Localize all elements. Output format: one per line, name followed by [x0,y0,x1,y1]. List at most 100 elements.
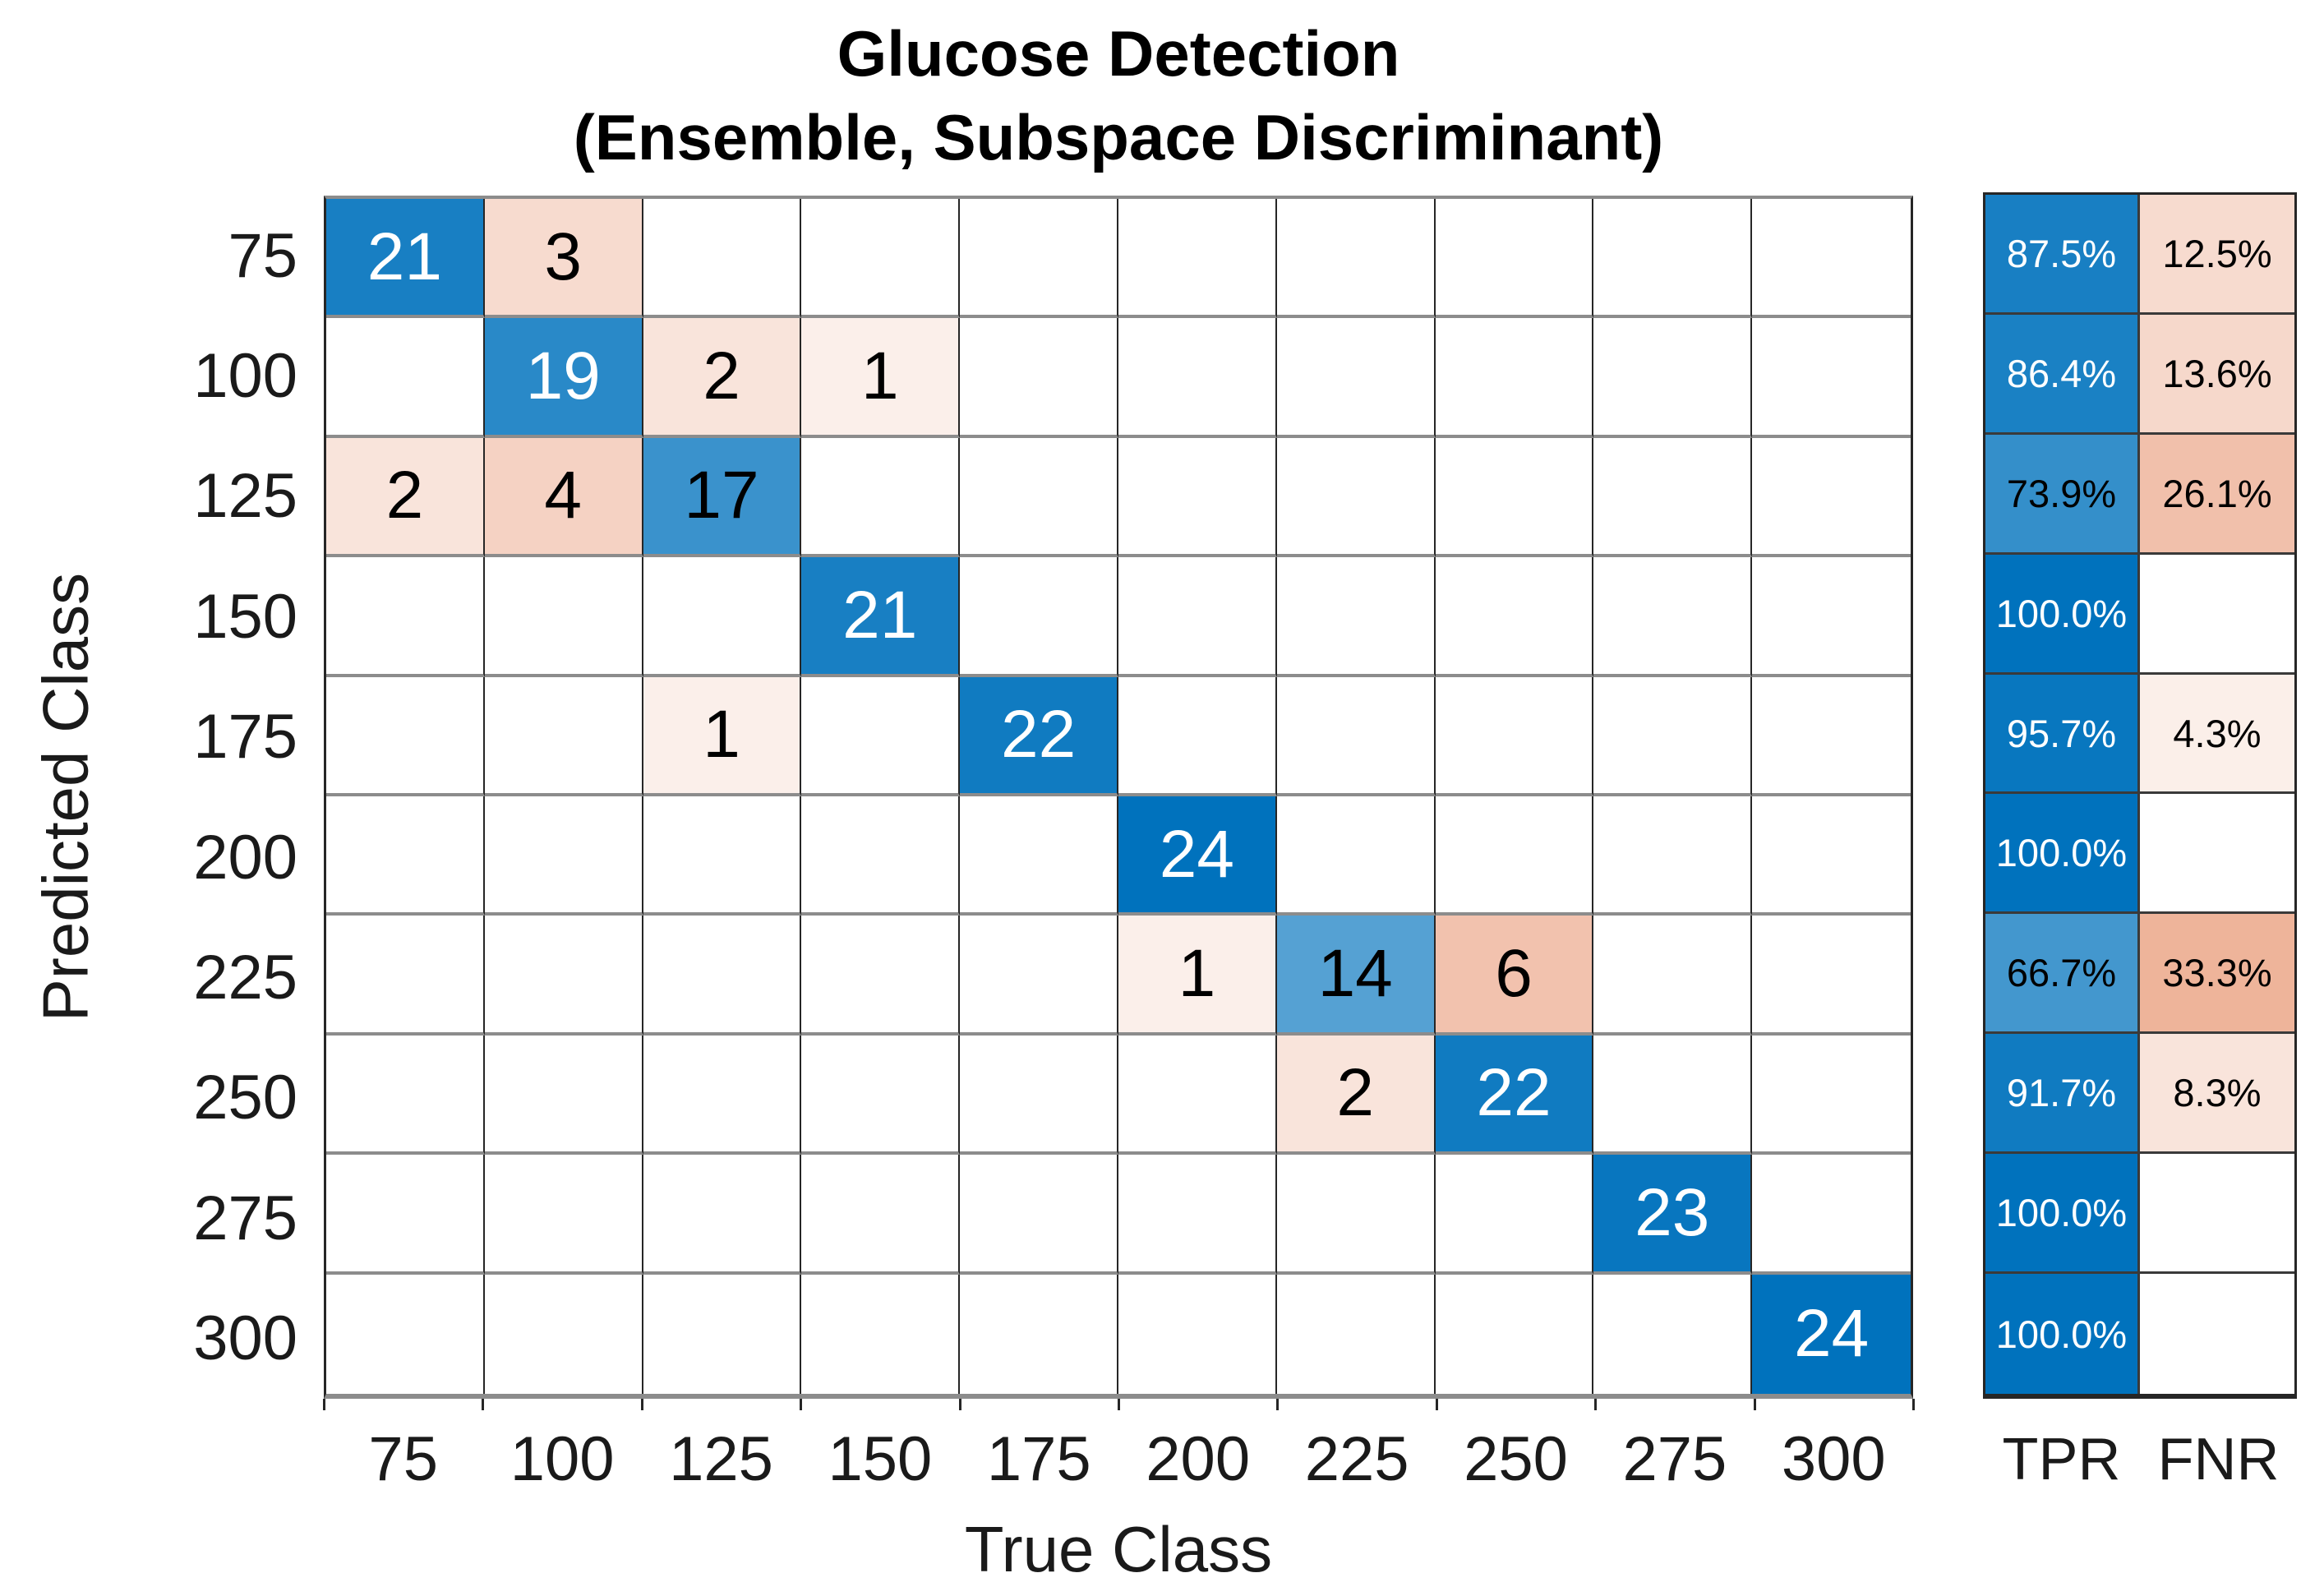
matrix-cell-225-275 [1593,916,1753,1036]
matrix-cell-275-150 [801,1155,961,1275]
matrix-cell-75-150 [801,199,961,319]
matrix-cell-75-300 [1752,199,1911,319]
x-axis-tick [1912,1399,1915,1410]
y-tick-label-75: 75 [228,220,297,291]
matrix-cell-150-275 [1593,557,1753,677]
x-tick-label-150: 150 [828,1424,933,1494]
chart-title: Glucose Detection (Ensemble, Subspace Di… [324,12,1913,179]
matrix-cell-125-75: 2 [326,437,485,558]
fnr-cell-250: 8.3% [2140,1034,2294,1155]
matrix-cell-75-125 [643,199,802,319]
tpr-cell-100: 86.4% [1985,314,2140,435]
matrix-cell-100-300 [1752,318,1911,438]
tpr-column-label: TPR [2002,1427,2121,1492]
y-axis-tick-labels: 75 100 125 150 175 200 225 250 275 300 [0,196,297,1399]
tpr-cell-200: 100.0% [1985,794,2140,915]
matrix-cell-275-75 [326,1155,485,1275]
matrix-cell-75-100: 3 [484,199,643,319]
row-summary-grid: 87.5% 12.5% 86.4% 13.6% 73.9% 26.1% 100.0% 95.7… [1983,192,2297,1399]
matrix-cell-250-225: 2 [1276,1035,1436,1155]
matrix-cell-300-250 [1435,1274,1594,1394]
matrix-cell-75-75: 21 [326,199,485,319]
matrix-cell-100-250 [1435,318,1594,438]
matrix-cell-175-75 [326,676,485,796]
matrix-cell-150-75 [326,557,485,677]
matrix-cell-200-200: 24 [1118,796,1277,916]
x-tick-label-100: 100 [510,1424,615,1494]
matrix-cell-150-175 [960,557,1118,677]
x-tick-label-200: 200 [1146,1424,1251,1494]
x-axis-tick [1594,1399,1597,1410]
matrix-cell-100-200 [1118,318,1277,438]
y-tick-label-250: 250 [193,1063,297,1133]
matrix-cell-200-300 [1752,796,1911,916]
matrix-cell-125-200 [1118,437,1277,558]
matrix-cell-125-125: 17 [643,437,802,558]
x-tick-label-250: 250 [1464,1424,1568,1494]
matrix-cell-275-250 [1435,1155,1594,1275]
y-tick-label-125: 125 [193,461,297,532]
matrix-cell-200-250 [1435,796,1594,916]
matrix-cell-300-175 [960,1274,1118,1394]
x-axis-tick [800,1399,802,1410]
matrix-cell-300-150 [801,1274,961,1394]
y-tick-label-200: 200 [193,822,297,893]
tpr-cell-275: 100.0% [1985,1154,2140,1275]
matrix-cell-225-225: 14 [1276,916,1436,1036]
x-axis-tick [1754,1399,1756,1410]
matrix-cell-125-275 [1593,437,1753,558]
matrix-cell-200-225 [1276,796,1436,916]
matrix-cell-200-275 [1593,796,1753,916]
matrix-cell-225-175 [960,916,1118,1036]
matrix-cell-175-125: 1 [643,676,802,796]
matrix-cell-300-225 [1276,1274,1436,1394]
matrix-cell-150-200 [1118,557,1277,677]
matrix-cell-300-275 [1593,1274,1753,1394]
matrix-cell-100-75 [326,318,485,438]
y-tick-label-100: 100 [193,341,297,412]
matrix-cell-225-75 [326,916,485,1036]
matrix-cell-75-200 [1118,199,1277,319]
matrix-cell-250-275 [1593,1035,1753,1155]
x-axis-tick [482,1399,484,1410]
fnr-cell-125: 26.1% [2140,434,2294,555]
matrix-cell-250-175 [960,1035,1118,1155]
matrix-cell-175-100 [484,676,643,796]
y-tick-label-150: 150 [193,581,297,652]
matrix-cell-175-175: 22 [960,676,1118,796]
matrix-cell-250-100 [484,1035,643,1155]
matrix-cell-150-300 [1752,557,1911,677]
fnr-cell-275 [2140,1154,2294,1275]
matrix-cell-125-150 [801,437,961,558]
matrix-cell-275-175 [960,1155,1118,1275]
matrix-cell-225-300 [1752,916,1911,1036]
matrix-cell-75-275 [1593,199,1753,319]
matrix-cell-100-125: 2 [643,318,802,438]
matrix-cell-100-275 [1593,318,1753,438]
x-tick-label-75: 75 [368,1424,438,1494]
matrix-cell-250-150 [801,1035,961,1155]
tpr-cell-225: 66.7% [1985,914,2140,1035]
matrix-cell-275-275: 23 [1593,1155,1753,1275]
confusion-matrix-grid: 21 3 19 2 1 2 4 17 21 1 22 24 1 14 6 2 22 23 24 [324,196,1913,1399]
y-tick-label-225: 225 [193,943,297,1013]
y-tick-label-300: 300 [193,1303,297,1374]
matrix-cell-100-100: 19 [484,318,643,438]
matrix-cell-125-225 [1276,437,1436,558]
matrix-cell-100-175 [960,318,1118,438]
x-tick-label-175: 175 [986,1424,1091,1494]
fnr-cell-225: 33.3% [2140,914,2294,1035]
tpr-cell-125: 73.9% [1985,434,2140,555]
summary-column-labels: TPR FNR [1983,1417,2297,1502]
tpr-cell-250: 91.7% [1985,1034,2140,1155]
matrix-cell-250-300 [1752,1035,1911,1155]
chart-title-line1: Glucose Detection [837,17,1400,90]
matrix-cell-175-200 [1118,676,1277,796]
x-axis-tick [1276,1399,1279,1410]
fnr-cell-150 [2140,554,2294,675]
matrix-cell-225-125 [643,916,802,1036]
matrix-cell-175-150 [801,676,961,796]
matrix-cell-150-100 [484,557,643,677]
matrix-cell-150-125 [643,557,802,677]
